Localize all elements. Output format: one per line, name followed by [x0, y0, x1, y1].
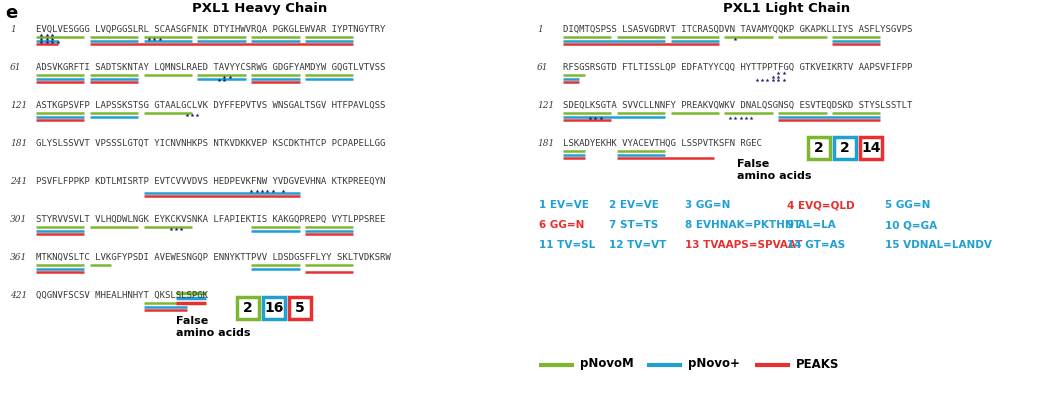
- Text: PEAKS: PEAKS: [796, 358, 839, 370]
- FancyBboxPatch shape: [834, 137, 857, 159]
- FancyBboxPatch shape: [263, 297, 285, 319]
- Text: pNovoM: pNovoM: [580, 358, 634, 370]
- Text: 15 VDNAL=LANDV: 15 VDNAL=LANDV: [885, 240, 992, 250]
- Text: 1: 1: [10, 25, 16, 34]
- Text: PSVFLFPPKP KDTLMISRTP EVTCVVVDVS HEDPEVKFNW YVDGVEVHNA KTKPREEQYN: PSVFLFPPKP KDTLMISRTP EVTCVVVDVS HEDPEVK…: [36, 177, 385, 186]
- Text: MTKNQVSLTC LVKGFYPSDI AVEWESNGQP ENNYKTTPVV LDSDGSFFLYY SKLTVDKSRW: MTKNQVSLTC LVKGFYPSDI AVEWESNGQP ENNYKTT…: [36, 253, 390, 262]
- Text: ASTKGPSVFP LAPSSKSTSG GTAALGCLVK DYFFEPVTVS WNSGALTSGV HTFPAVLQSS: ASTKGPSVFP LAPSSKSTSG GTAALGCLVK DYFFEPV…: [36, 101, 385, 110]
- Text: RFSGSRSGTD FTLTISSLQP EDFATYYCQQ HYTTPPTFGQ GTKVEIКRTV AAPSVFIFPP: RFSGSRSGTD FTLTISSLQP EDFATYYCQQ HYTTPPT…: [563, 63, 912, 72]
- Text: 8 EVHNAK=PKTHNT: 8 EVHNAK=PKTHNT: [685, 220, 801, 230]
- FancyBboxPatch shape: [860, 137, 882, 159]
- FancyBboxPatch shape: [237, 297, 259, 319]
- Text: 2: 2: [814, 141, 824, 155]
- Text: 361: 361: [10, 253, 28, 262]
- Text: 241: 241: [10, 177, 28, 186]
- Text: 61: 61: [537, 63, 549, 72]
- Text: STYRVVSVLT VLHQDWLNGK EYKCKVSNKA LFAPIEKTIS KAKGQPREPQ VYTLPPSREE: STYRVVSVLT VLHQDWLNGK EYKCKVSNKA LFAPIEK…: [36, 215, 385, 224]
- Text: 2: 2: [243, 301, 253, 315]
- Text: 4 EVQ=QLD: 4 EVQ=QLD: [787, 200, 854, 210]
- Text: 301: 301: [10, 215, 28, 224]
- Text: 14: 14: [861, 141, 881, 155]
- Text: pNovo+: pNovo+: [688, 358, 739, 370]
- Text: QQGNVFSCSV MHEALHNHYT QKSLSLSPGK: QQGNVFSCSV MHEALHNHYT QKSLSLSPGK: [36, 291, 207, 300]
- Text: DIQMTQSPSS LSASVGDRVT ITCRASQDVN TAVAMYQQKP GKAPKLLIYS ASFLYSGVPS: DIQMTQSPSS LSASVGDRVT ITCRASQDVN TAVAMYQ…: [563, 25, 912, 34]
- Text: EVQLVESGGG LVQPGGSLRL SCAASGFNIK DTYIHWVRQA PGKGLEWVAR IYPTNGYTRY: EVQLVESGGG LVQPGGSLRL SCAASGFNIK DTYIHWV…: [36, 25, 385, 34]
- Text: 6 GG=N: 6 GG=N: [539, 220, 584, 230]
- Text: 2 EV=VE: 2 EV=VE: [609, 200, 659, 210]
- Text: PXL1 Light Chain: PXL1 Light Chain: [724, 2, 850, 15]
- Text: 7 ST=TS: 7 ST=TS: [609, 220, 659, 230]
- Text: 61: 61: [10, 63, 21, 72]
- Text: 5 GG=N: 5 GG=N: [885, 200, 930, 210]
- Text: 16: 16: [264, 301, 284, 315]
- Text: SDEQLKSGTA SVVCLLNNFY PREAKVQWKV DNALQSGNSQ ESVTEQDSKD STYSLSSTLT: SDEQLKSGTA SVVCLLNNFY PREAKVQWKV DNALQSG…: [563, 101, 912, 110]
- Text: 121: 121: [537, 101, 554, 110]
- Text: LSKADYEKHK VYACEVTHQG LSSPVTKSFN RGEC: LSKADYEKHK VYACEVTHQG LSSPVTKSFN RGEC: [563, 139, 762, 148]
- Text: 9 AL=LA: 9 AL=LA: [787, 220, 835, 230]
- FancyBboxPatch shape: [808, 137, 830, 159]
- Text: False
amino acids: False amino acids: [176, 316, 250, 338]
- Text: 5: 5: [295, 301, 304, 315]
- Text: 421: 421: [10, 291, 28, 300]
- FancyBboxPatch shape: [289, 297, 311, 319]
- Text: 1: 1: [537, 25, 543, 34]
- Text: 13 TVAAPS=SPVAAT: 13 TVAAPS=SPVAAT: [685, 240, 802, 250]
- Text: 181: 181: [537, 139, 554, 148]
- Text: 10 Q=GA: 10 Q=GA: [885, 220, 937, 230]
- Text: 1 EV=VE: 1 EV=VE: [539, 200, 588, 210]
- Text: 2: 2: [841, 141, 850, 155]
- Text: 11 TV=SL: 11 TV=SL: [539, 240, 595, 250]
- Text: 181: 181: [10, 139, 28, 148]
- Text: GLYSLSSVVT VPSSSLGTQT YICNVNHKPS NTKVDKKVEP KSCDKTHTCP PCPAPELLGG: GLYSLSSVVT VPSSSLGTQT YICNVNHKPS NTKVDKK…: [36, 139, 385, 148]
- Text: e: e: [5, 4, 17, 22]
- Text: ADSVKGRFTI SADTSKNTAY LQMNSLRAED TAVYYCSRWG GDGFYAMDYW GQGTLVTVSS: ADSVKGRFTI SADTSKNTAY LQMNSLRAED TAVYYCS…: [36, 63, 385, 72]
- Text: 14 GT=AS: 14 GT=AS: [787, 240, 845, 250]
- Text: 3 GG=N: 3 GG=N: [685, 200, 730, 210]
- Text: 121: 121: [10, 101, 28, 110]
- Text: 12 TV=VT: 12 TV=VT: [609, 240, 666, 250]
- Text: PXL1 Heavy Chain: PXL1 Heavy Chain: [193, 2, 328, 15]
- Text: False
amino acids: False amino acids: [737, 159, 812, 181]
